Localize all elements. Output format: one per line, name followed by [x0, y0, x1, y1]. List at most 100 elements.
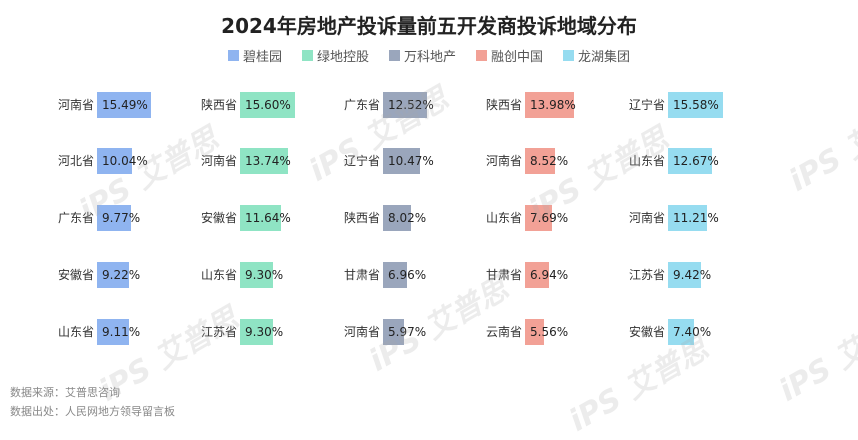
province-cell: 山东省 9.30%: [195, 262, 325, 288]
value-label: 11.21%: [673, 211, 719, 225]
value-label: 6.94%: [530, 268, 569, 282]
value-label: 5.97%: [388, 325, 427, 339]
value-label: 5.56%: [530, 325, 569, 339]
value-label: 8.02%: [388, 211, 427, 225]
value-label: 15.58%: [673, 98, 719, 112]
province-cell: 辽宁省 10.47%: [338, 148, 468, 174]
province-cell: 安徽省 7.40%: [623, 319, 753, 345]
value-bar: [97, 319, 129, 345]
province-label: 陕西省: [200, 98, 237, 112]
province-cell: 河北省 10.04%: [52, 148, 182, 174]
province-label: 山东省: [200, 268, 237, 282]
value-label: 6.96%: [388, 268, 427, 282]
value-bar: [668, 205, 708, 231]
value-label: 11.64%: [245, 211, 291, 225]
value-label: 8.52%: [530, 154, 569, 168]
watermark-logo: iPS 艾普思: [783, 91, 858, 199]
province-cell: 河南省 13.74%: [195, 148, 325, 174]
data-source: 数据来源：艾普思咨询: [10, 386, 120, 399]
data-origin: 数据出处：人民网地方领导留言板: [10, 405, 175, 418]
value-bar: [240, 262, 273, 288]
province-label: 甘肃省: [485, 268, 522, 282]
value-bar: [525, 92, 574, 118]
province-label: 广东省: [343, 98, 380, 112]
province-label: 陕西省: [485, 98, 522, 112]
legend-label: 龙湖集团: [578, 50, 631, 65]
legend-item: 碧桂园: [227, 46, 282, 65]
value-label: 9.77%: [102, 211, 141, 225]
province-cell: 河南省 5.97%: [338, 319, 468, 345]
legend-swatch: [476, 50, 487, 61]
province-cell: 陕西省 8.02%: [338, 205, 468, 231]
province-cell: 广东省 12.52%: [338, 92, 468, 118]
province-cell: 安徽省 11.64%: [195, 205, 325, 231]
legend-label: 绿地控股: [316, 50, 369, 65]
value-bar: [97, 205, 132, 231]
value-bar: [668, 319, 694, 345]
province-cell: 陕西省 13.98%: [480, 92, 610, 118]
province-label: 河南省: [57, 98, 94, 112]
value-label: 13.74%: [245, 154, 291, 168]
value-bar: [97, 262, 130, 288]
legend-label: 万科地产: [403, 50, 456, 65]
value-label: 9.30%: [245, 268, 284, 282]
value-bar: [383, 92, 427, 118]
province-label: 安徽省: [57, 268, 94, 282]
legend-item: 绿地控股: [301, 46, 369, 65]
province-label: 河南省: [628, 211, 665, 225]
province-label: 甘肃省: [343, 268, 380, 282]
province-cell: 云南省 5.56%: [480, 319, 610, 345]
value-label: 12.67%: [673, 154, 719, 168]
province-cell: 山东省 7.69%: [480, 205, 610, 231]
province-cell: 甘肃省 6.96%: [338, 262, 468, 288]
province-label: 江苏省: [200, 325, 237, 339]
value-label: 7.40%: [673, 325, 712, 339]
value-label: 9.42%: [673, 268, 712, 282]
province-cell: 河南省 8.52%: [480, 148, 610, 174]
legend-swatch: [227, 50, 239, 61]
province-cell: 陕西省 15.60%: [195, 92, 325, 118]
legend-swatch: [388, 50, 400, 61]
province-cell: 河南省 11.21%: [623, 205, 753, 231]
legend-label: 融创中国: [491, 50, 544, 65]
province-label: 河南省: [200, 154, 237, 168]
province-cell: 河南省 15.49%: [52, 92, 182, 118]
province-label: 安徽省: [628, 325, 665, 339]
province-label: 陕西省: [343, 211, 380, 225]
value-bar: [240, 205, 281, 231]
province-label: 山东省: [628, 154, 665, 168]
value-bar: [97, 92, 152, 118]
value-bar: [240, 319, 273, 345]
legend: 碧桂园 绿地控股 万科地产 融创中国 龙湖集团: [0, 46, 858, 65]
value-bar: [668, 92, 723, 118]
province-cell: 江苏省 9.30%: [195, 319, 325, 345]
province-label: 山东省: [485, 211, 522, 225]
province-label: 江苏省: [628, 268, 665, 282]
province-label: 河南省: [343, 325, 380, 339]
value-label: 7.69%: [530, 211, 569, 225]
province-label: 辽宁省: [343, 154, 380, 168]
province-label: 河北省: [57, 154, 94, 168]
value-bar: [240, 148, 289, 174]
value-bar: [525, 262, 550, 288]
province-label: 河南省: [485, 154, 522, 168]
value-label: 9.30%: [245, 325, 284, 339]
value-bar: [383, 148, 420, 174]
legend-item: 龙湖集团: [563, 46, 630, 65]
province-cell: 辽宁省 15.58%: [623, 92, 753, 118]
value-label: 15.60%: [245, 98, 291, 112]
province-cell: 安徽省 9.22%: [52, 262, 182, 288]
value-bar: [668, 148, 713, 174]
legend-item: 融创中国: [476, 46, 543, 65]
watermark-logo: iPS 艾普思: [773, 301, 858, 409]
value-label: 12.52%: [388, 98, 434, 112]
value-bar: [240, 92, 295, 118]
value-label: 10.47%: [388, 154, 434, 168]
legend-item: 万科地产: [388, 46, 456, 65]
value-bar: [525, 319, 545, 345]
chart-title: 2024年房地产投诉量前五开发商投诉地域分布: [221, 14, 637, 38]
value-bar: [668, 262, 701, 288]
value-bar: [525, 205, 552, 231]
legend-label: 碧桂园: [242, 50, 282, 65]
province-cell: 山东省 9.11%: [52, 319, 182, 345]
